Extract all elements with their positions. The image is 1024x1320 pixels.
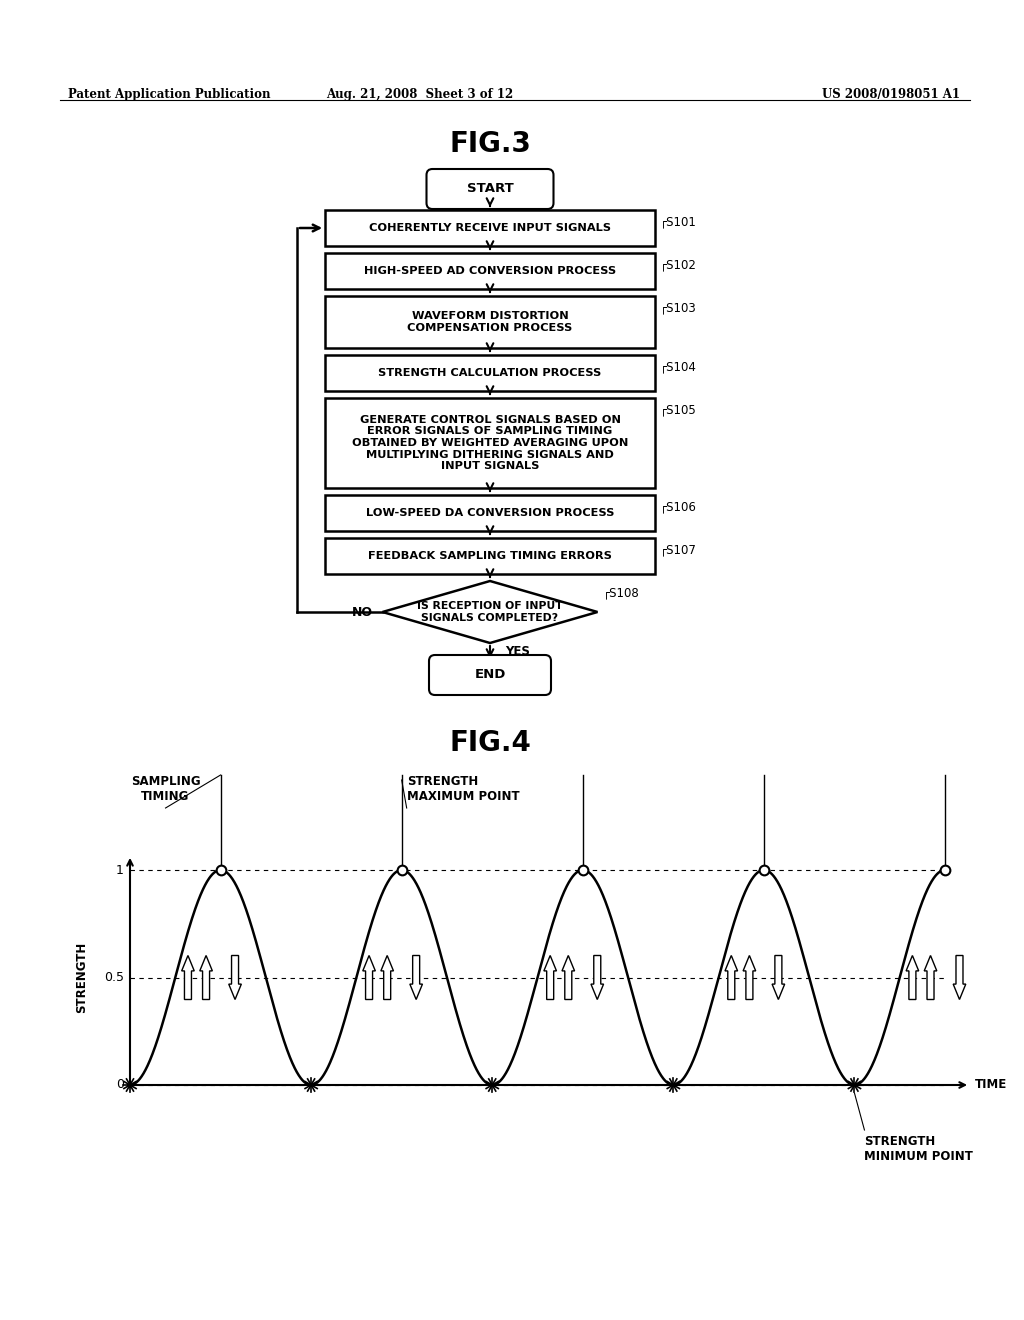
Text: ┌S106: ┌S106 — [660, 500, 697, 513]
Text: END: END — [474, 668, 506, 681]
FancyBboxPatch shape — [427, 169, 554, 209]
Bar — [325, 296, 655, 348]
Text: ┌S102: ┌S102 — [660, 257, 697, 271]
Text: FIG.3: FIG.3 — [450, 129, 530, 158]
Text: TIME: TIME — [975, 1078, 1008, 1092]
Text: Aug. 21, 2008  Sheet 3 of 12: Aug. 21, 2008 Sheet 3 of 12 — [327, 88, 514, 102]
FancyArrow shape — [953, 956, 966, 999]
FancyArrow shape — [381, 956, 393, 999]
Text: ┌S107: ┌S107 — [660, 543, 697, 556]
Text: HIGH-SPEED AD CONVERSION PROCESS: HIGH-SPEED AD CONVERSION PROCESS — [364, 267, 616, 276]
Text: IS RECEPTION OF INPUT
SIGNALS COMPLETED?: IS RECEPTION OF INPUT SIGNALS COMPLETED? — [417, 601, 563, 623]
FancyArrow shape — [591, 956, 603, 999]
Text: SAMPLING
TIMING: SAMPLING TIMING — [131, 775, 201, 803]
Text: START: START — [467, 182, 513, 195]
Text: LOW-SPEED DA CONVERSION PROCESS: LOW-SPEED DA CONVERSION PROCESS — [366, 508, 614, 517]
Text: ┌S105: ┌S105 — [660, 403, 696, 416]
Bar — [325, 495, 655, 531]
FancyArrow shape — [544, 956, 556, 999]
Text: STRENGTH
MINIMUM POINT: STRENGTH MINIMUM POINT — [864, 1135, 974, 1163]
Text: GENERATE CONTROL SIGNALS BASED ON
ERROR SIGNALS OF SAMPLING TIMING
OBTAINED BY W: GENERATE CONTROL SIGNALS BASED ON ERROR … — [352, 414, 628, 471]
Text: YES: YES — [505, 645, 529, 657]
Text: STRENGTH: STRENGTH — [76, 942, 88, 1014]
Text: FIG.4: FIG.4 — [450, 729, 530, 756]
FancyArrow shape — [228, 956, 242, 999]
FancyArrow shape — [200, 956, 212, 999]
FancyArrow shape — [772, 956, 784, 999]
FancyArrow shape — [743, 956, 756, 999]
Text: Patent Application Publication: Patent Application Publication — [68, 88, 270, 102]
FancyArrow shape — [181, 956, 195, 999]
Bar — [325, 253, 655, 289]
Text: 1: 1 — [116, 863, 124, 876]
Text: STRENGTH
MAXIMUM POINT: STRENGTH MAXIMUM POINT — [407, 775, 519, 803]
FancyArrow shape — [362, 956, 376, 999]
Bar — [325, 355, 655, 391]
FancyArrow shape — [725, 956, 737, 999]
Text: US 2008/0198051 A1: US 2008/0198051 A1 — [822, 88, 961, 102]
Text: ┌S101: ┌S101 — [660, 215, 697, 228]
Text: NO: NO — [351, 606, 373, 619]
Text: 0: 0 — [116, 1078, 124, 1092]
Text: FEEDBACK SAMPLING TIMING ERRORS: FEEDBACK SAMPLING TIMING ERRORS — [368, 550, 612, 561]
FancyBboxPatch shape — [429, 655, 551, 696]
Text: WAVEFORM DISTORTION
COMPENSATION PROCESS: WAVEFORM DISTORTION COMPENSATION PROCESS — [408, 312, 572, 333]
FancyArrow shape — [906, 956, 919, 999]
Text: ┌S103: ┌S103 — [660, 301, 696, 314]
FancyArrow shape — [410, 956, 423, 999]
Bar — [325, 539, 655, 574]
Text: COHERENTLY RECEIVE INPUT SIGNALS: COHERENTLY RECEIVE INPUT SIGNALS — [369, 223, 611, 234]
FancyArrow shape — [562, 956, 574, 999]
Text: ┌S108: ┌S108 — [602, 586, 639, 599]
Bar — [325, 210, 655, 246]
FancyArrow shape — [925, 956, 937, 999]
Text: ┌S104: ┌S104 — [660, 360, 697, 374]
Text: 0.5: 0.5 — [104, 972, 124, 983]
Text: STRENGTH CALCULATION PROCESS: STRENGTH CALCULATION PROCESS — [379, 368, 602, 378]
Polygon shape — [383, 581, 597, 643]
Bar — [325, 399, 655, 488]
